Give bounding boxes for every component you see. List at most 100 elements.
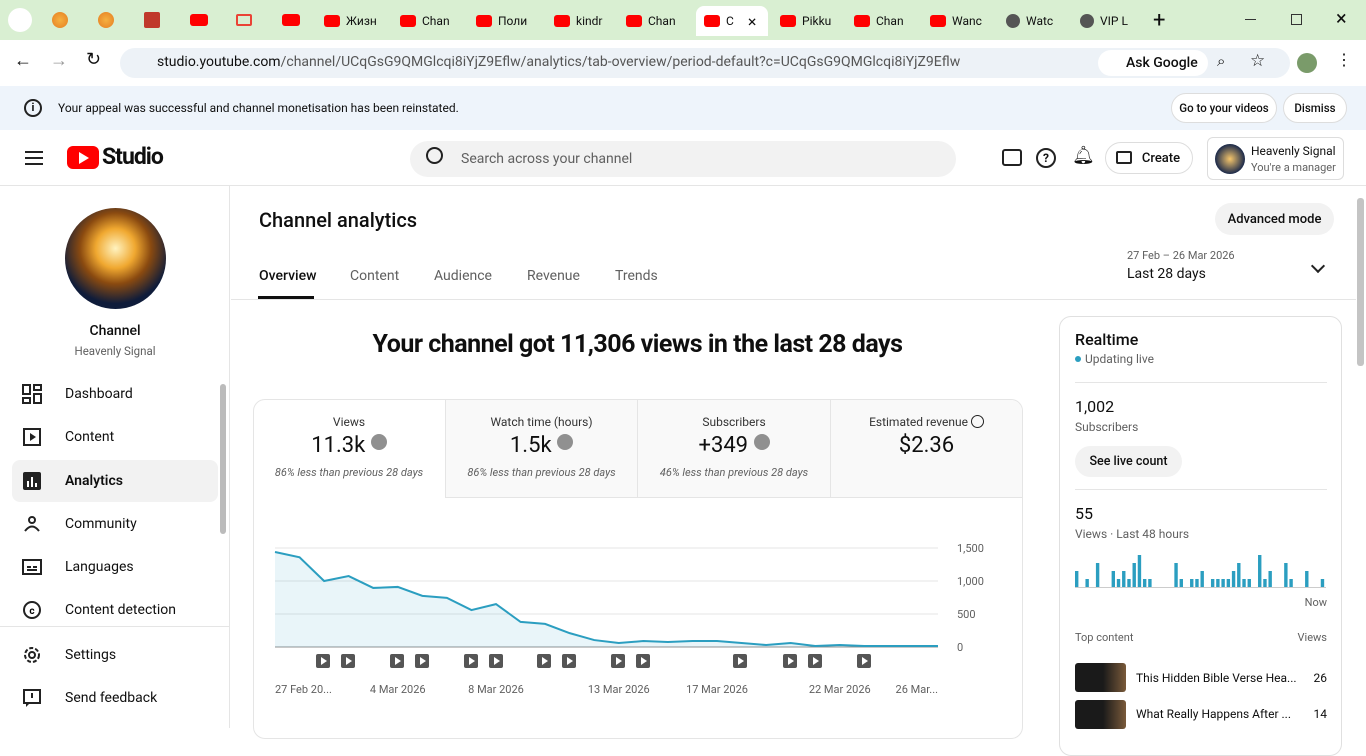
profile[interactable] (1297, 53, 1317, 73)
create-label: Create (1141, 150, 1181, 166)
tab[interactable]: Trends (615, 268, 658, 284)
item-title[interactable]: What Really Happens After ... (1136, 707, 1292, 721)
metric-card[interactable]: Subscribers +349 46% less than previous … (638, 400, 831, 498)
help-icon[interactable]: ? (1036, 148, 1056, 168)
period-chevron[interactable] (1310, 258, 1326, 274)
thumbnail[interactable] (1075, 700, 1126, 729)
ask-google[interactable]: Ask Google (1098, 50, 1208, 76)
account[interactable]: Heavenly Signal You're a manager (1207, 137, 1344, 180)
tab-icon[interactable] (98, 12, 114, 28)
metric-card[interactable]: Estimated revenue $2.36 (831, 400, 1022, 498)
browser-tab[interactable]: Wanc (922, 6, 992, 36)
hamburger[interactable] (25, 151, 43, 165)
tab-strip: + × Жизн Chan Поли kindr Chan C × Pikku Chan Wanc… (0, 0, 1366, 40)
browser-tab[interactable]: Pikku (772, 6, 840, 36)
banner-button[interactable]: Go to your videos (1171, 93, 1277, 123)
close-window[interactable]: × (1336, 6, 1347, 30)
browser-tab[interactable]: VIP L (1072, 6, 1142, 36)
tab-favicon (400, 15, 416, 27)
metric-number: 1.5k (509, 433, 552, 458)
tab-icon[interactable] (52, 12, 68, 28)
tab-icon[interactable] (144, 12, 160, 28)
nav-item[interactable]: Send feedback (12, 677, 218, 719)
tab-icon[interactable] (190, 14, 208, 26)
browser-tab[interactable]: Жизн (316, 6, 386, 36)
cards-panel (253, 399, 1023, 739)
tab-underline (258, 296, 314, 299)
browser-tab[interactable]: Chan (846, 6, 916, 36)
browser-tab[interactable]: Chan (618, 6, 690, 36)
tab-title: Жизн (346, 14, 377, 28)
browser-tab[interactable]: Поли (468, 6, 538, 36)
advanced-mode[interactable]: Advanced mode (1215, 203, 1334, 235)
tab[interactable]: Overview (259, 268, 317, 284)
live-count-button[interactable]: See live count (1075, 446, 1182, 477)
nav-item[interactable]: c Content detection (12, 589, 218, 631)
notifications[interactable]: 🔔︎ (1072, 145, 1095, 166)
metric-value: 11.3k (253, 433, 445, 458)
zoom-icon[interactable]: ⌕ (1217, 52, 1226, 70)
browser-tab[interactable]: Watc (998, 6, 1066, 36)
back[interactable]: ← (14, 50, 32, 71)
tab-favicon (554, 15, 570, 27)
metric-card[interactable]: Watch time (hours) 1.5k 86% less than pr… (446, 400, 638, 498)
maximize[interactable] (1291, 14, 1302, 25)
studio-header: Studio Search across your channel ? 🔔︎ C… (0, 130, 1366, 186)
messages-icon[interactable] (1002, 149, 1022, 166)
browser-tab[interactable]: C × (696, 6, 768, 36)
browser-tab[interactable]: Chan (392, 6, 460, 36)
tab-icon[interactable] (236, 14, 252, 26)
nav-item[interactable]: Analytics (12, 460, 218, 502)
search[interactable]: Search across your channel (410, 141, 956, 177)
search-placeholder: Search across your channel (461, 151, 633, 167)
views-column: Views (1297, 631, 1327, 644)
nav-label: Settings (65, 647, 117, 663)
minimize[interactable] (1245, 19, 1256, 20)
date-range[interactable]: 27 Feb – 26 Mar 2026 (1127, 249, 1235, 262)
nav-item[interactable]: Settings (12, 634, 218, 676)
tab[interactable]: Revenue (527, 268, 580, 284)
new-tab[interactable]: + (1153, 8, 1166, 33)
address-bar[interactable]: studio.youtube.com/channel/UCqGsG9QMGlcq… (120, 48, 1290, 78)
sidebar-scrollbar[interactable] (220, 384, 226, 534)
tab[interactable]: Audience (434, 268, 492, 284)
nav-item[interactable]: Content (12, 416, 218, 458)
tab-favicon (780, 15, 796, 27)
headline: Your channel got 11,306 views in the las… (372, 330, 903, 359)
create-button[interactable]: Create (1105, 142, 1193, 174)
tab-title: Watc (1026, 14, 1054, 28)
metric-card[interactable]: Views 11.3k 86% less than previous 28 da… (253, 400, 446, 498)
item-title[interactable]: This Hidden Bible Verse Hea... (1136, 671, 1297, 685)
tab-icon[interactable] (282, 14, 300, 26)
top-content: Top content (1075, 631, 1134, 644)
page-scrollbar[interactable] (1357, 198, 1364, 366)
yt-logo[interactable] (67, 146, 99, 169)
menu[interactable]: ⋮ (1336, 50, 1352, 69)
period[interactable]: Last 28 days (1127, 266, 1206, 282)
channel-avatar[interactable] (65, 208, 166, 309)
realtime-panel: Realtime Updating live 1,002 Subscribers… (1059, 316, 1342, 756)
tab-title: Chan (422, 14, 450, 28)
url-host: studio.youtube.com (157, 54, 281, 70)
banner-button[interactable]: Dismiss (1283, 93, 1347, 123)
nav-item[interactable]: Community (12, 503, 218, 545)
tab-favicon (626, 15, 642, 27)
nav-item[interactable]: Languages (12, 546, 218, 588)
views-label: Views · Last 48 hours (1075, 527, 1190, 541)
forward[interactable]: → (50, 50, 68, 71)
tab-favicon (1006, 14, 1020, 28)
metric-value: 1.5k (446, 433, 637, 458)
metric-label-text: Estimated revenue (869, 415, 968, 429)
bookmark[interactable]: ☆ (1250, 51, 1266, 71)
thumbnail[interactable] (1075, 663, 1126, 692)
browser-tab[interactable]: kindr (546, 6, 612, 36)
reload[interactable]: ↻ (86, 49, 102, 70)
metric-note: 86% less than previous 28 days (274, 466, 424, 479)
tab-menu[interactable] (8, 8, 32, 32)
nav-item[interactable]: Dashboard (12, 373, 218, 415)
tab[interactable]: Content (350, 268, 400, 284)
tab-title: C (726, 14, 734, 28)
close-tab[interactable]: × (747, 11, 757, 31)
account-name: Heavenly Signal (1251, 144, 1336, 158)
metric-number: $2.36 (898, 433, 955, 458)
